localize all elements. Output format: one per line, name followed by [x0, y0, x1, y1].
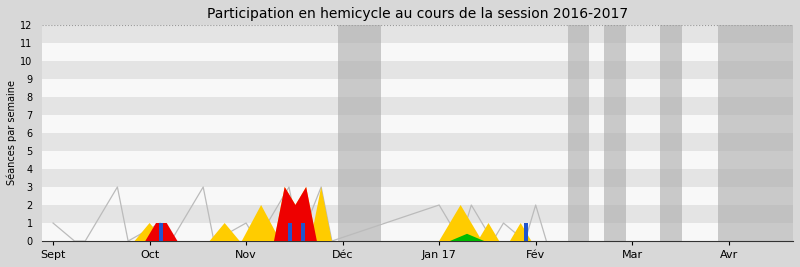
Bar — [568, 25, 590, 241]
Polygon shape — [274, 187, 317, 241]
Bar — [524, 223, 528, 241]
Title: Participation en hemicycle au cours de la session 2016-2017: Participation en hemicycle au cours de l… — [207, 7, 628, 21]
Bar — [338, 25, 382, 241]
Bar — [288, 223, 292, 241]
Polygon shape — [134, 223, 165, 241]
Bar — [42, 25, 793, 43]
Bar — [42, 97, 793, 115]
Bar — [42, 43, 793, 61]
Bar — [42, 205, 793, 223]
Bar — [42, 223, 793, 241]
Bar — [159, 223, 163, 241]
Bar — [42, 115, 793, 133]
Bar — [42, 133, 793, 151]
Polygon shape — [439, 205, 482, 241]
Bar — [718, 25, 793, 241]
Polygon shape — [146, 223, 178, 241]
Polygon shape — [510, 223, 531, 241]
Bar — [42, 79, 793, 97]
Bar — [42, 169, 793, 187]
Polygon shape — [478, 223, 499, 241]
Y-axis label: Séances par semaine: Séances par semaine — [7, 80, 18, 186]
Polygon shape — [310, 187, 332, 241]
Polygon shape — [274, 187, 317, 241]
Polygon shape — [242, 205, 281, 241]
Bar — [604, 25, 626, 241]
Bar — [660, 25, 682, 241]
Polygon shape — [450, 234, 484, 241]
Bar — [301, 223, 305, 241]
Bar — [42, 61, 793, 79]
Bar — [42, 187, 793, 205]
Bar — [42, 151, 793, 169]
Bar — [42, 7, 793, 25]
Polygon shape — [210, 223, 240, 241]
